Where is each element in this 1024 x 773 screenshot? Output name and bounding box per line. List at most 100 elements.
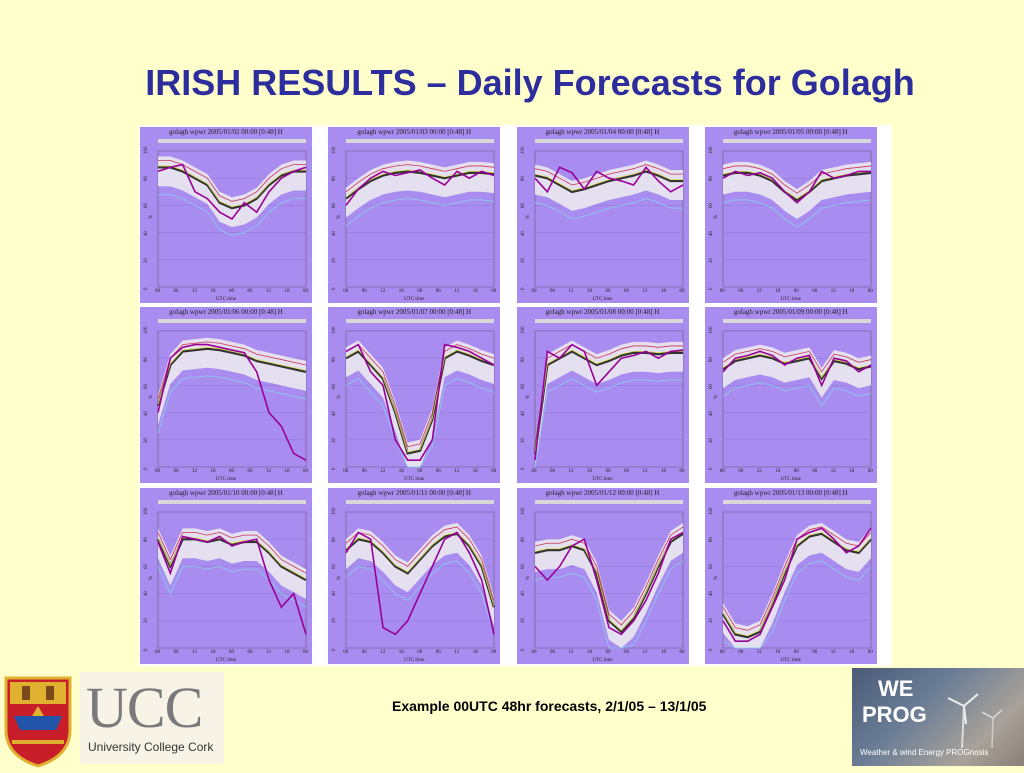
observed-power-line bbox=[722, 527, 872, 642]
y-axis-label: % bbox=[337, 575, 343, 580]
y-tick-label: 60 bbox=[708, 203, 714, 209]
ensemble-spread-band bbox=[722, 161, 871, 219]
x-tick-label: 12 bbox=[454, 649, 460, 655]
y-tick-label: 0 bbox=[332, 467, 338, 471]
x-tick-label: 18 bbox=[661, 469, 666, 475]
y-tick-label: 0 bbox=[520, 467, 526, 471]
x-tick-label: 00 bbox=[605, 649, 611, 655]
ensemble-spread-band bbox=[158, 156, 306, 228]
y-axis-label: % bbox=[713, 575, 719, 580]
x-tick-label: 00 bbox=[303, 469, 308, 475]
ensemble-mean-line bbox=[345, 350, 495, 456]
y-axis-label: % bbox=[337, 395, 343, 400]
x-tick-label: 00 bbox=[491, 649, 497, 655]
y-axis-label: % bbox=[149, 575, 154, 580]
x-tick-label: 18 bbox=[587, 469, 592, 475]
y-tick-label: 80 bbox=[332, 536, 338, 542]
y-tick-label: 80 bbox=[144, 536, 149, 542]
x-tick-label: 00 bbox=[229, 469, 234, 475]
panel-legend-strip bbox=[346, 319, 495, 324]
x-tick-label: 06 bbox=[435, 649, 441, 655]
x-tick-label: 12 bbox=[380, 469, 386, 475]
alt-forecast-line bbox=[157, 531, 307, 574]
x-tick-label: 12 bbox=[192, 649, 197, 655]
weprog-logo-tagline: Weather & wind Energy PROGnosis bbox=[860, 748, 989, 757]
y-tick-label: 0 bbox=[332, 648, 338, 651]
fit-line bbox=[534, 531, 683, 631]
fit-line bbox=[722, 531, 872, 636]
forecast-panel: golagh wpwr 2005/01/07 00:00 [0:48] H 0 20… bbox=[328, 307, 501, 484]
x-tick-label: 12 bbox=[756, 469, 762, 475]
x-tick-label: 18 bbox=[849, 649, 855, 655]
panel-title: golagh wpwr 2005/01/11 00:00 [0:48] H bbox=[357, 488, 471, 497]
forecast-panel: golagh wpwr 2005/01/03 00:00 [0:48] H 0 20… bbox=[328, 127, 501, 303]
x-tick-label: 00 bbox=[343, 649, 349, 655]
y-tick-label: 80 bbox=[708, 536, 714, 542]
y-tick-label: 40 bbox=[520, 410, 526, 416]
observed-power-line bbox=[533, 531, 683, 636]
y-axis-label: % bbox=[337, 214, 343, 219]
y-tick-label: 60 bbox=[332, 383, 338, 389]
spread-lower-line bbox=[534, 560, 683, 649]
weprog-logo-we: WE bbox=[878, 676, 914, 701]
y-tick-label: 40 bbox=[708, 410, 714, 416]
panel-legend-strip bbox=[534, 139, 683, 143]
x-tick-label: 12 bbox=[642, 469, 648, 475]
x-tick-label: 12 bbox=[642, 289, 648, 294]
x-tick-label: 18 bbox=[210, 469, 216, 475]
x-tick-label: 12 bbox=[380, 649, 386, 655]
y-tick-label: 0 bbox=[708, 648, 714, 651]
ensemble-spread-band bbox=[346, 522, 495, 626]
panel-legend-strip bbox=[534, 319, 683, 324]
forecast-panel: golagh wpwr 2005/01/11 00:00 [0:48] H 0 20… bbox=[328, 487, 501, 664]
ensemble-spread-band bbox=[534, 160, 683, 211]
ensemble-mean-line bbox=[156, 537, 307, 581]
y-tick-label: 40 bbox=[144, 230, 149, 236]
observed-power-line bbox=[345, 530, 496, 636]
x-tick-label: 18 bbox=[284, 649, 290, 655]
spread-lower-line bbox=[345, 560, 495, 635]
y-tick-label: 40 bbox=[708, 591, 714, 597]
x-axis-label: UTC time bbox=[780, 657, 801, 663]
y-tick-label: 0 bbox=[144, 467, 149, 471]
ucc-logo-text: UCC bbox=[86, 675, 203, 740]
y-axis-label: % bbox=[525, 395, 531, 400]
fit-line bbox=[722, 171, 871, 200]
slide-title: IRISH RESULTS – Daily Forecasts for Gola… bbox=[145, 62, 915, 103]
spread-lower-line bbox=[157, 375, 307, 434]
forecast-panel: golagh wpwr 2005/01/08 00:00 [0:48] H 0 20… bbox=[516, 307, 689, 484]
panel-plot bbox=[157, 139, 307, 288]
x-axis-label: UTC time bbox=[404, 297, 425, 302]
x-tick-label: 18 bbox=[284, 289, 290, 294]
y-tick-label: 60 bbox=[144, 383, 149, 389]
x-tick-label: 18 bbox=[775, 469, 781, 475]
observed-power-line bbox=[722, 350, 872, 388]
x-tick-label: 06 bbox=[247, 289, 253, 294]
y-tick-label: 80 bbox=[144, 356, 149, 362]
x-tick-label: 00 bbox=[343, 289, 349, 294]
alt-forecast-line bbox=[534, 344, 683, 447]
x-tick-label: 00 bbox=[719, 289, 725, 294]
panel-plot bbox=[722, 319, 872, 468]
spread-lower-line bbox=[346, 198, 495, 227]
y-tick-label: 0 bbox=[520, 287, 526, 291]
x-tick-label: 06 bbox=[550, 649, 555, 655]
observed-power-line bbox=[722, 170, 871, 204]
x-tick-label: 00 bbox=[155, 289, 160, 294]
ucc-logo-subtitle: University College Cork bbox=[88, 740, 214, 754]
alt-forecast-line bbox=[534, 526, 683, 626]
x-tick-label: 00 bbox=[793, 649, 799, 655]
ensemble-spread-band bbox=[158, 338, 306, 426]
y-axis-label: % bbox=[525, 214, 531, 219]
x-tick-label: 00 bbox=[679, 289, 685, 294]
y-tick-label: 80 bbox=[332, 176, 338, 182]
x-tick-label: 06 bbox=[738, 649, 744, 655]
panel-title: golagh wpwr 2005/01/12 00:00 [0:48] H bbox=[545, 488, 660, 497]
x-tick-label: 18 bbox=[775, 649, 781, 655]
ensemble-mean-line bbox=[156, 347, 307, 407]
x-tick-label: 06 bbox=[173, 469, 179, 475]
panel-legend-strip bbox=[722, 139, 871, 143]
y-tick-label: 60 bbox=[332, 564, 338, 570]
y-tick-label: 60 bbox=[708, 564, 714, 570]
ensemble-mean-line bbox=[722, 354, 872, 382]
